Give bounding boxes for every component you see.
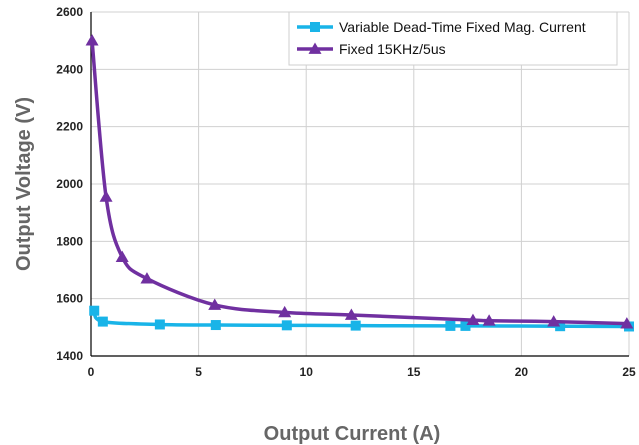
axes [90, 12, 629, 357]
data-point [445, 320, 456, 331]
series-line [92, 308, 631, 329]
series-layer [85, 34, 634, 332]
x-tick-label: 20 [515, 365, 529, 379]
y-tick-label: 1600 [56, 292, 83, 306]
x-tick-label: 0 [88, 365, 95, 379]
x-tick-label: 15 [407, 365, 421, 379]
data-point [620, 317, 634, 329]
x-tick-label: 25 [622, 365, 636, 379]
x-tick-label: 5 [195, 365, 202, 379]
legend-box [288, 11, 618, 66]
legend-swatch-marker [308, 42, 322, 54]
y-tick-label: 2000 [56, 177, 83, 191]
y-axis-title: Output Voltage (V) [13, 97, 35, 271]
data-point [210, 320, 221, 331]
data-point [85, 34, 99, 46]
legend-entry-label: Variable Dead-Time Fixed Mag. Current [339, 19, 586, 35]
data-point [281, 320, 292, 331]
data-point [208, 298, 222, 310]
data-point [350, 320, 361, 331]
gridlines [91, 11, 630, 356]
legend: Variable Dead-Time Fixed Mag. Current Fix… [288, 11, 618, 66]
y-tick-labels: 1400 1600 1800 2000 2200 2400 2600 [56, 5, 83, 363]
x-axis-title: Output Current (A) [264, 423, 441, 445]
legend-entry-label: Fixed 15KHz/5us [339, 41, 446, 57]
data-point [482, 314, 496, 326]
series-1 [89, 305, 634, 332]
data-point [466, 313, 480, 326]
data-point [115, 250, 129, 262]
data-point [154, 319, 165, 330]
data-point [555, 321, 566, 332]
series-2 [85, 34, 634, 329]
legend-items: Variable Dead-Time Fixed Mag. Current Fix… [297, 19, 586, 57]
y-tick-label: 2400 [56, 62, 83, 76]
data-point [547, 315, 561, 327]
data-point [278, 305, 292, 318]
y-tick-label: 1400 [56, 349, 83, 363]
data-point [97, 316, 108, 327]
y-tick-label: 2600 [56, 5, 83, 19]
data-point [460, 320, 471, 331]
data-point [140, 272, 154, 284]
y-tick-label: 1800 [56, 234, 83, 248]
data-point [89, 305, 100, 316]
legend-swatch-marker [310, 22, 320, 32]
y-tick-label: 2200 [56, 120, 83, 134]
data-point [99, 190, 113, 202]
x-tick-label: 10 [300, 365, 314, 379]
series-line [90, 38, 629, 326]
data-point [344, 308, 358, 320]
x-tick-labels: 0 5 10 15 20 25 [88, 365, 636, 379]
